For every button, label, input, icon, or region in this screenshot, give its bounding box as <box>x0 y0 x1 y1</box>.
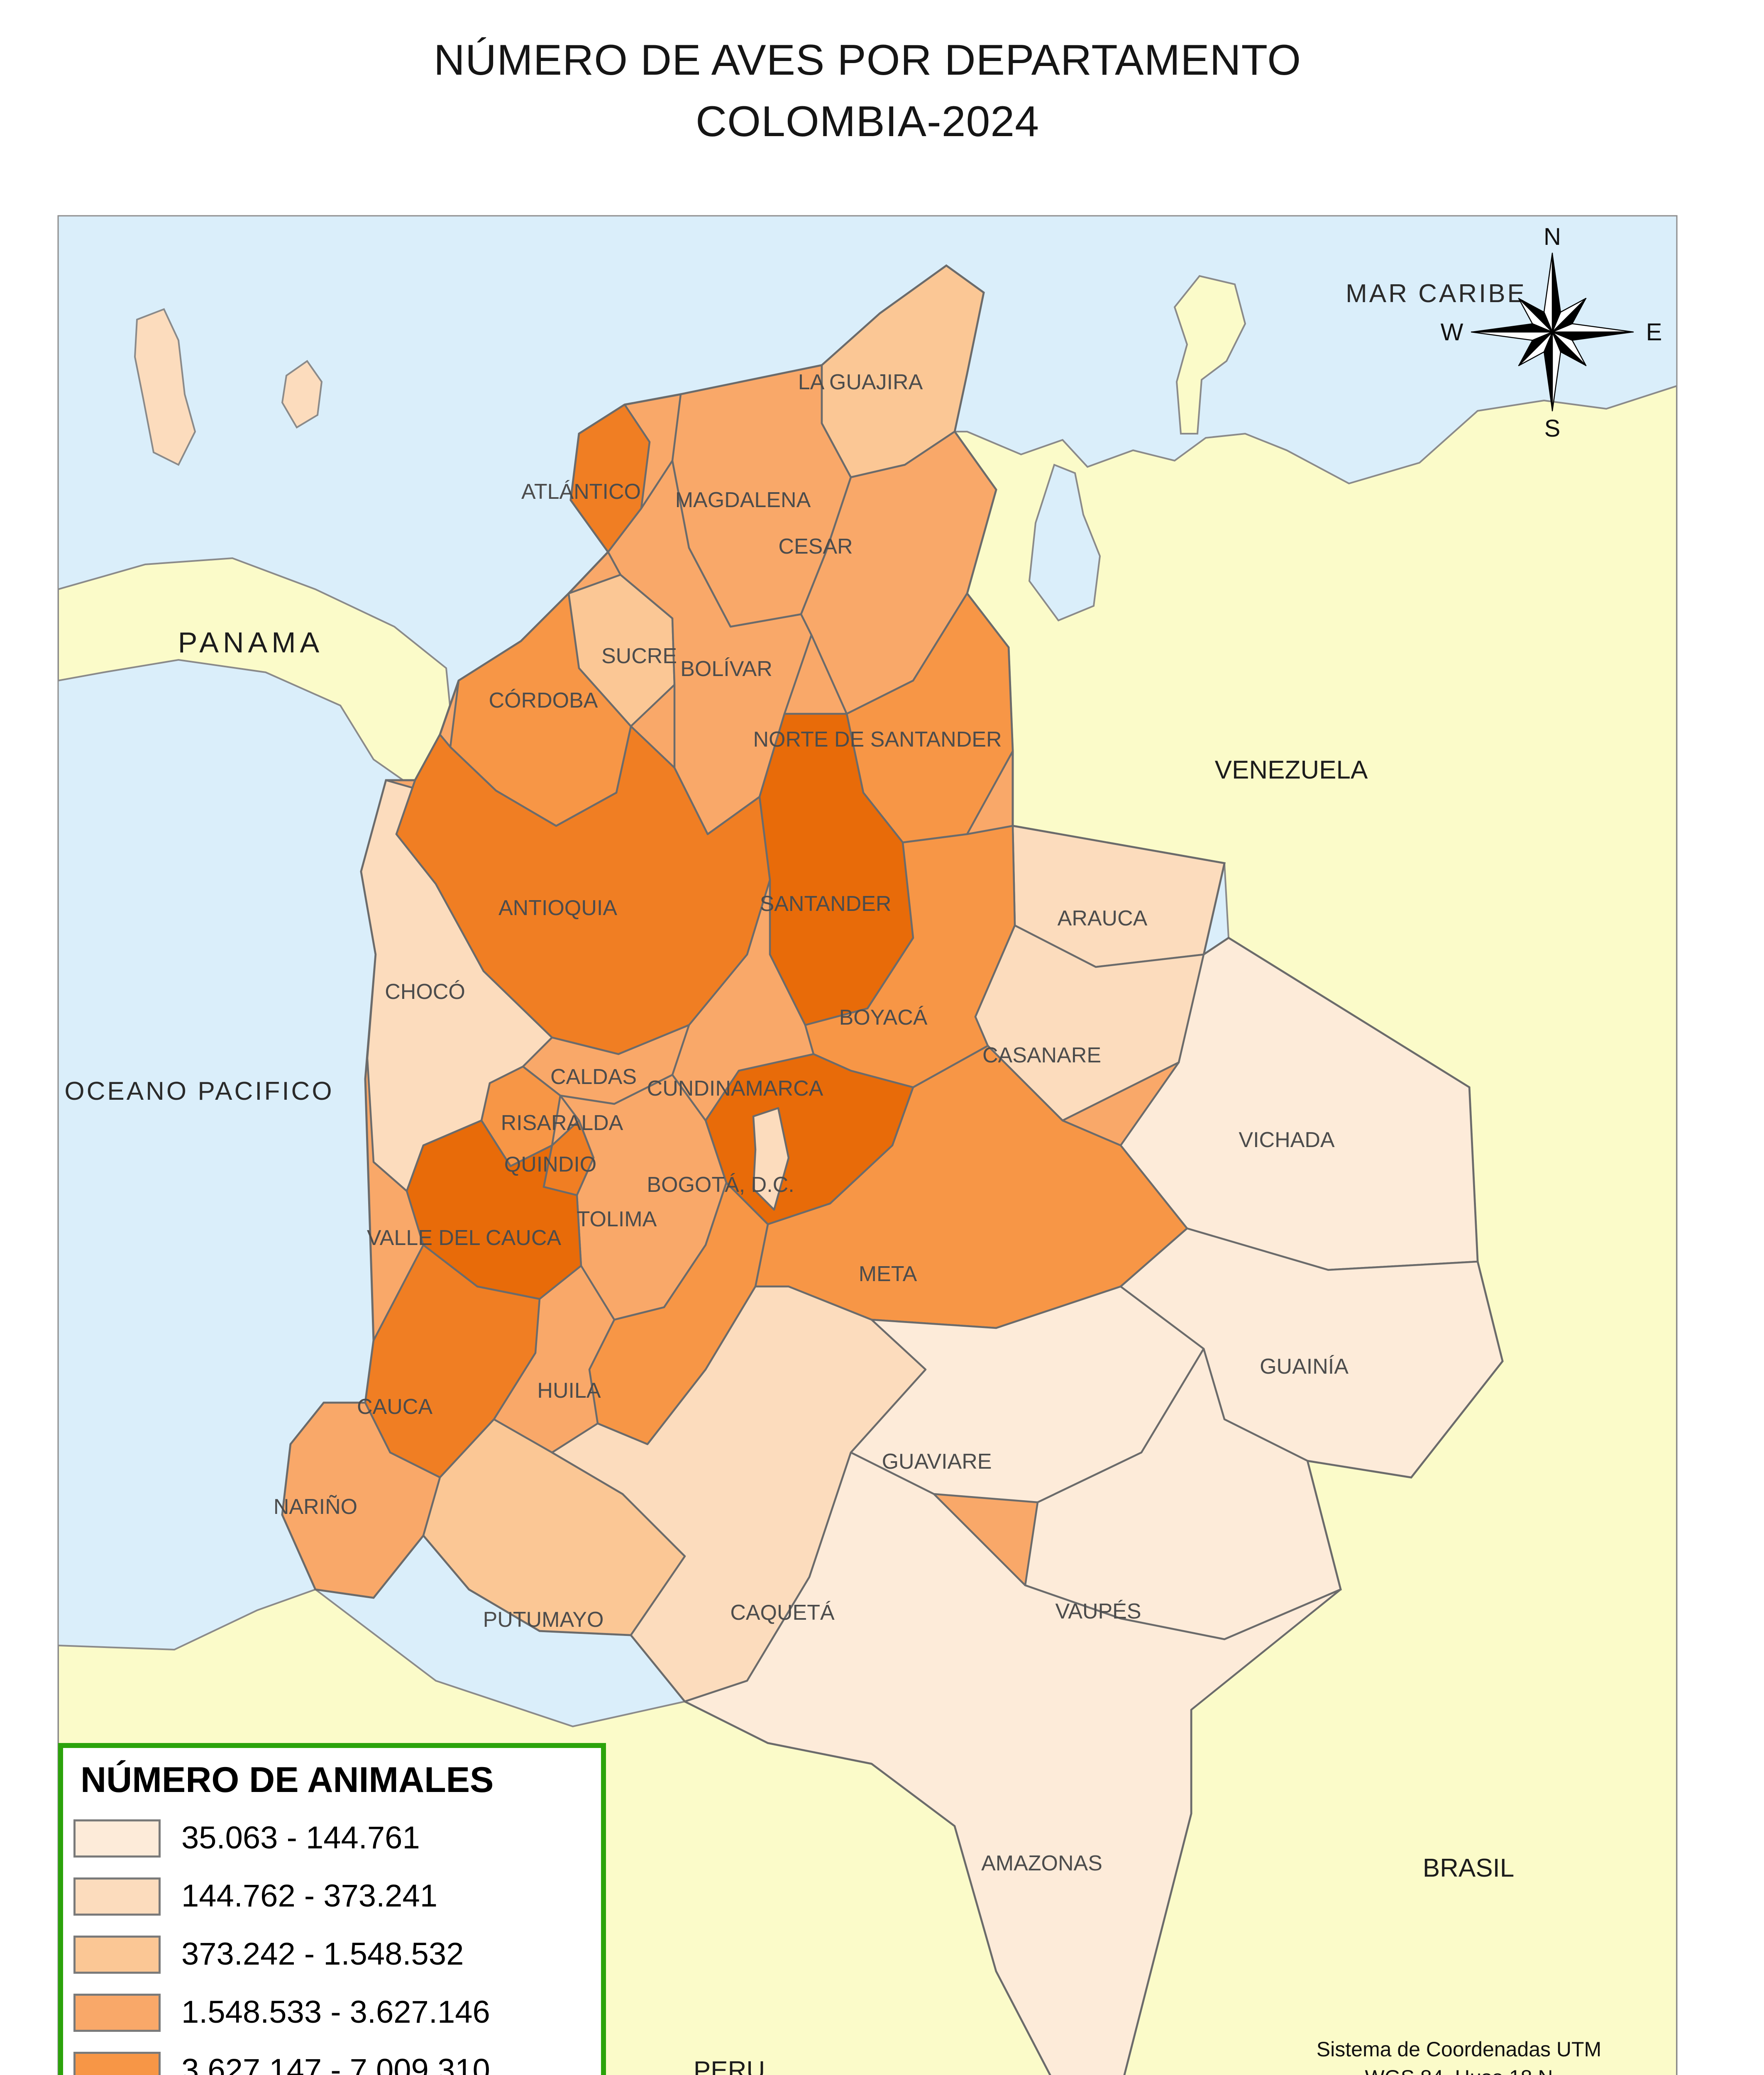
compass-w-label: W <box>1441 319 1463 346</box>
dept-label-magdalena: MAGDALENA <box>675 488 811 512</box>
dept-label-huila: HUILA <box>537 1379 601 1403</box>
dept-atlantico <box>569 403 651 553</box>
dept-label-putumayo: PUTUMAYO <box>483 1608 604 1632</box>
dept-bogota-dc <box>752 1107 790 1211</box>
dept-label-sucre: SUCRE <box>601 644 677 668</box>
legend-range-3: 373.242 - 1.548.532 <box>181 1936 464 1972</box>
legend-title: NÚMERO DE ANIMALES <box>81 1760 494 1800</box>
dept-providencia-island <box>281 360 323 429</box>
dept-label-amazonas: AMAZONAS <box>981 1851 1102 1875</box>
dept-la-guajira <box>821 264 985 478</box>
dept-label-la-guajira: LA GUAJIRA <box>798 370 923 394</box>
country-label-venezuela: VENEZUELA <box>1215 756 1368 784</box>
dept-label-caldas: CALDAS <box>550 1065 637 1089</box>
dept-label-guainia: GUAINÍA <box>1260 1355 1349 1379</box>
legend-swatch-1 <box>73 1819 161 1858</box>
sea-label-oceano-pacifico: OCEANO PACIFICO <box>64 1077 334 1106</box>
dept-label-choco: CHOCÓ <box>385 980 465 1004</box>
page-title: NÚMERO DE AVES POR DEPARTAMENTO COLOMBIA… <box>58 30 1677 152</box>
compass-e-label: E <box>1646 319 1662 346</box>
compass-n-label: N <box>1544 223 1561 250</box>
title-line-2: COLOMBIA-2024 <box>696 97 1039 146</box>
country-label-peru: PERU <box>694 2056 765 2075</box>
dept-label-bogota-dc: BOGOTÁ, D.C. <box>647 1173 794 1197</box>
dept-label-narino: NARIÑO <box>274 1495 357 1519</box>
dept-label-bolivar: BOLÍVAR <box>680 657 772 681</box>
lake-maracaibo <box>1028 464 1101 622</box>
crs-line-2: WGS 84, Huso 18 N <box>1289 2064 1629 2075</box>
dept-san-andres-island <box>134 308 196 466</box>
country-label-panama: PANAMA <box>178 626 323 659</box>
dept-label-cauca: CAUCA <box>357 1395 432 1419</box>
compass-rose-icon: N S E W <box>1441 223 1662 442</box>
dept-label-guaviare: GUAVIARE <box>882 1450 992 1474</box>
dept-label-cesar: CESAR <box>778 535 853 559</box>
legend-range-5: 3.627.147 - 7.009.310 <box>181 2052 490 2075</box>
dept-label-santander: SANTANDER <box>760 892 892 916</box>
dept-label-cundinamarca: CUNDINAMARCA <box>647 1077 823 1101</box>
dept-label-vaupes: VAUPÉS <box>1055 1599 1141 1623</box>
dept-amazonas <box>684 1451 1342 2075</box>
crs-line-1: Sistema de Coordenadas UTM <box>1316 2038 1602 2061</box>
dept-label-vichada: VICHADA <box>1239 1128 1334 1152</box>
paraguana-peninsula <box>1173 275 1246 435</box>
legend-panel: NÚMERO DE ANIMALES 35.063 - 144.761 144.… <box>58 1743 606 2075</box>
dept-label-atlantico: ATLÁNTICO <box>521 480 641 504</box>
legend-swatch-4 <box>73 1994 161 2032</box>
dept-label-quindio: QUINDIO <box>504 1152 596 1177</box>
country-label-brasil: BRASIL <box>1423 1854 1515 1882</box>
dept-valle-del-cauca <box>406 1119 582 1300</box>
dept-label-valle-del-cauca: VALLE DEL CAUCA <box>367 1226 561 1250</box>
legend-range-2: 144.762 - 373.241 <box>181 1878 437 1914</box>
dept-narino <box>281 1401 441 1599</box>
dept-label-cordoba: CÓRDOBA <box>489 688 598 713</box>
legend-range-1: 35.063 - 144.761 <box>181 1820 420 1855</box>
compass-s-label: S <box>1544 415 1561 442</box>
sea-label-mar-caribe: MAR CARIBE <box>1346 279 1527 308</box>
legend-swatch-2 <box>73 1877 161 1916</box>
legend-range-4: 1.548.533 - 3.627.146 <box>181 1994 490 2030</box>
legend-swatch-5 <box>73 2052 161 2075</box>
dept-label-caqueta: CAQUETÁ <box>730 1601 835 1625</box>
title-line-1: NÚMERO DE AVES POR DEPARTAMENTO <box>433 36 1302 84</box>
dept-label-arauca: ARAUCA <box>1058 906 1148 930</box>
foreign-landmass <box>58 385 1677 2075</box>
dept-label-casanare: CASANARE <box>982 1043 1101 1067</box>
dept-label-meta: META <box>859 1262 917 1286</box>
dept-cordoba <box>449 592 632 827</box>
crs-note: Sistema de Coordenadas UTM WGS 84, Huso … <box>1289 2036 1629 2075</box>
legend-swatch-3 <box>73 1936 161 1974</box>
dept-label-antioquia: ANTIOQUIA <box>498 896 617 920</box>
dept-label-risaralda: RISARALDA <box>501 1111 623 1135</box>
dept-label-norte-de-santander: NORTE DE SANTANDER <box>753 727 1002 752</box>
dept-label-tolima: TOLIMA <box>577 1207 657 1231</box>
dept-label-boyaca: BOYACÁ <box>839 1006 928 1030</box>
